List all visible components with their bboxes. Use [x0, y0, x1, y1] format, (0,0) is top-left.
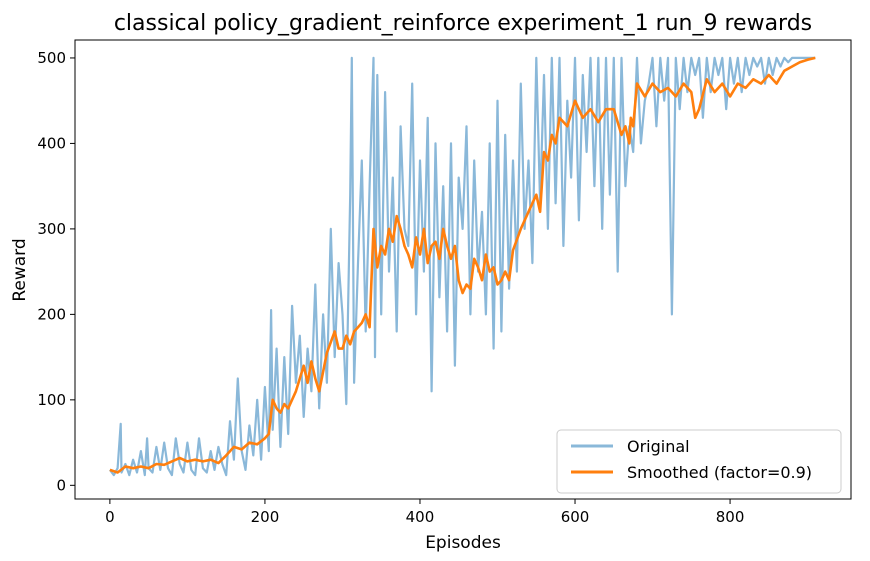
x-tick-label: 800: [716, 508, 745, 526]
plot-area: [74, 39, 852, 500]
x-tick-label: 200: [251, 508, 280, 526]
legend-label-original: Original: [627, 437, 690, 456]
y-tick-label: 400: [37, 134, 66, 152]
x-tick-label: 400: [406, 508, 435, 526]
y-tick-label: 300: [37, 220, 66, 238]
series-line-smoothed: [109, 56, 816, 474]
legend-label-smoothed: Smoothed (factor=0.9): [627, 463, 812, 482]
x-axis-ticks: 0 200 400 600 800: [105, 499, 744, 526]
legend: Original Smoothed (factor=0.9): [556, 429, 842, 494]
x-tick-label: 600: [561, 508, 590, 526]
x-axis-label: Episodes: [425, 533, 501, 553]
chart-title: classical policy_gradient_reinforce expe…: [114, 11, 812, 36]
y-tick-label: 200: [37, 305, 66, 323]
legend-box: [556, 429, 842, 494]
y-tick-label: 100: [37, 391, 66, 409]
y-axis-label: Reward: [10, 238, 30, 301]
series-line-original: [109, 56, 816, 477]
y-tick-label: 0: [56, 476, 66, 494]
plot-frame: [74, 39, 852, 500]
x-tick-label: 0: [105, 508, 115, 526]
y-tick-label: 500: [37, 49, 66, 67]
y-axis-ticks: 0 100 200 300 400 500: [37, 49, 75, 494]
